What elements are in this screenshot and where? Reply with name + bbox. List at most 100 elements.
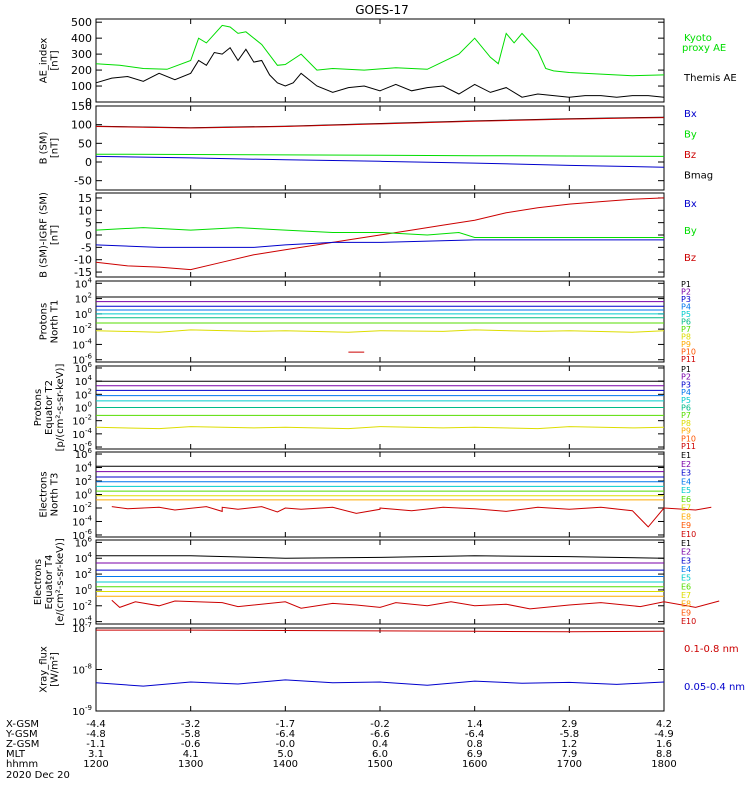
y-tick-label: 100 xyxy=(75,401,92,415)
series-e1 xyxy=(96,555,665,559)
legend-item: P11 xyxy=(681,442,696,451)
panel-bsm: -50 0 50 100 150 B (SM) [nT] Bx By Bz Bmag xyxy=(39,100,713,191)
legend-item: Bx xyxy=(684,199,697,210)
y-tick-label: 10-8 xyxy=(72,663,92,677)
legend-item: By xyxy=(684,130,697,141)
ephemeris-value: 1300 xyxy=(178,759,203,770)
y-axis-label: [e/(cm²-s-sr-keV)] xyxy=(55,538,66,626)
series-bz xyxy=(95,117,665,129)
series-p8 xyxy=(95,426,665,430)
y-tick-label: 104 xyxy=(75,276,93,290)
y-axis-label: North T3 xyxy=(50,473,61,517)
ephemeris-value: -0.2 xyxy=(370,719,390,730)
y-tick-label: 10-6 xyxy=(72,353,92,367)
legend-item: Bz xyxy=(684,150,696,161)
y-tick-label: 104 xyxy=(75,551,93,565)
y-tick-label: 104 xyxy=(75,374,93,388)
legend-item: P5 xyxy=(681,396,691,405)
y-tick-label: 102 xyxy=(75,567,92,581)
panel-electrons-t4: 106 104 102 100 10-2 10-4 Electrons Equator T4[… xyxy=(33,535,720,629)
legend-item: proxy AE xyxy=(682,43,726,54)
y-tick-label: 102 xyxy=(75,474,92,488)
ephemeris-value: 1.2 xyxy=(561,739,577,750)
ephemeris-value: 5.0 xyxy=(277,749,293,760)
ephemeris-value: 4.2 xyxy=(656,719,672,730)
ephemeris-value: 1500 xyxy=(367,759,392,770)
ephemeris-value: -6.4 xyxy=(276,729,296,740)
y-tick-label: -5 xyxy=(81,241,92,254)
panel-frame xyxy=(95,627,665,712)
legend-item: Bx xyxy=(684,109,697,120)
series-e10 xyxy=(111,506,712,528)
ephemeris-value: -4.4 xyxy=(86,719,106,730)
y-tick-label: 10-2 xyxy=(72,322,92,336)
y-axis-label: B (SM)-IGRF (SM) xyxy=(39,192,50,278)
legend-item: P1 xyxy=(681,280,691,289)
ephemeris-row-label: hhmm xyxy=(6,759,38,770)
legend-item: P9 xyxy=(681,340,691,349)
legend-item: P4 xyxy=(681,388,691,397)
ephemeris-value: 4.1 xyxy=(183,749,199,760)
y-tick-label: 400 xyxy=(71,32,92,45)
legend-item: E5 xyxy=(681,574,691,583)
y-tick-label: 100 xyxy=(75,583,92,597)
legend-item: E2 xyxy=(681,460,691,469)
y-tick-label: 10 xyxy=(78,204,92,217)
ephemeris-value: -6.6 xyxy=(370,729,390,740)
ephemeris-value: -6.4 xyxy=(465,729,485,740)
legend-item: P4 xyxy=(681,303,691,312)
y-axis-label: [nT] xyxy=(50,50,61,70)
y-tick-label: 50 xyxy=(78,137,92,150)
y-axis-label: Electrons xyxy=(33,559,44,605)
y-tick-label: 102 xyxy=(75,292,92,306)
y-axis-label: [p/(cm²-s-sr-keV)] xyxy=(55,364,66,452)
ephemeris-value: -1.1 xyxy=(86,739,106,750)
y-tick-label: 10-7 xyxy=(72,621,92,635)
y-tick-label: 200 xyxy=(71,64,92,77)
y-tick-label: 100 xyxy=(75,488,92,502)
y-tick-label: 10-9 xyxy=(72,704,92,718)
panel-frame xyxy=(95,280,665,363)
ephemeris-value: -5.8 xyxy=(560,729,580,740)
legend-item: P7 xyxy=(681,411,691,420)
legend-item: P3 xyxy=(681,295,691,304)
series-0-05-0-4-nm xyxy=(95,679,665,687)
ephemeris-value: 0.4 xyxy=(372,739,388,750)
y-tick-label: 10-2 xyxy=(72,599,92,613)
y-tick-label: 0 xyxy=(85,229,92,242)
date-label: 2020 Dec 20 xyxy=(6,770,70,781)
panel-xray: 10-7 10-8 10-9 Xray_flux [W/m²] 0.1-0.8 nm 0.0… xyxy=(39,621,746,718)
y-tick-label: 10-4 xyxy=(72,615,92,629)
ephemeris-value: 1.4 xyxy=(467,719,483,730)
y-tick-label: -50 xyxy=(74,175,92,188)
y-axis-label: Protons xyxy=(39,303,50,340)
ephemeris-value: 1700 xyxy=(557,759,582,770)
legend-item: E10 xyxy=(681,530,696,539)
ephemeris-value: -0.0 xyxy=(276,739,296,750)
y-tick-label: 104 xyxy=(75,461,93,475)
legend-item: P2 xyxy=(681,288,691,297)
y-tick-label: 150 xyxy=(71,100,92,113)
legend-item: P1 xyxy=(681,365,691,374)
time-axis: X-GSM -4.4 -3.2 -1.7 -0.2 1.4 2.9 4.2Y-GSM -4.8-… xyxy=(5,719,677,781)
y-axis-label: Xray_flux xyxy=(39,646,50,693)
legend-item: P8 xyxy=(681,419,691,428)
y-tick-label: 100 xyxy=(71,80,92,93)
ephemeris-value: 8.8 xyxy=(656,749,672,760)
plot-title: GOES-17 xyxy=(355,3,409,17)
ephemeris-row-label: Y-GSM xyxy=(5,729,38,740)
y-tick-label: 10-6 xyxy=(72,528,92,542)
series-by xyxy=(95,153,665,157)
legend-item: P3 xyxy=(681,380,691,389)
y-tick-label: 10-2 xyxy=(72,501,92,515)
legend-item: E5 xyxy=(681,486,691,495)
ephemeris-value: 0.8 xyxy=(467,739,483,750)
y-tick-label: 106 xyxy=(75,535,93,549)
legend-item: E4 xyxy=(681,477,691,486)
ephemeris-value: 1200 xyxy=(83,759,108,770)
legend-item: E8 xyxy=(681,600,691,609)
